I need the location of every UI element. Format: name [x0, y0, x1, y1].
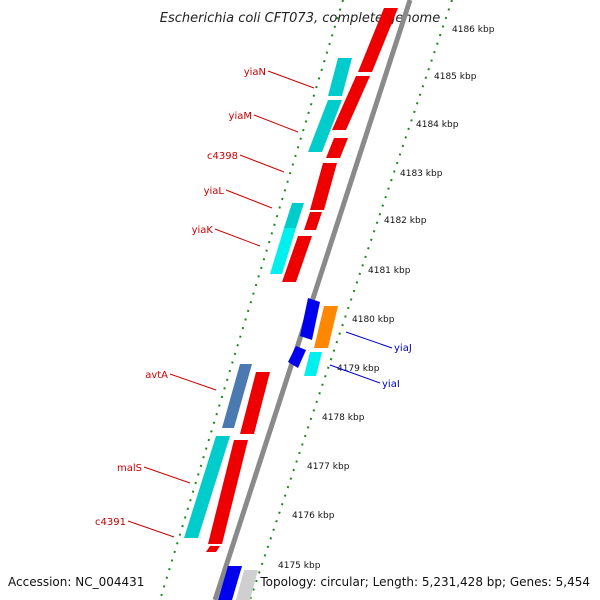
gene-feature[interactable]	[328, 58, 352, 96]
gene-feature[interactable]	[206, 546, 220, 552]
gene-feature[interactable]	[282, 236, 312, 282]
label-leader-line	[267, 70, 315, 89]
kbp-scale: 4186 kbp 4185 kbp 4184 kbp 4183 kbp 4182…	[278, 25, 495, 571]
gene-feature[interactable]	[240, 372, 270, 434]
kbp-tick-label: 4183 kbp	[400, 169, 443, 179]
kbp-tick-label: 4185 kbp	[434, 72, 477, 82]
gene-feature[interactable]	[208, 440, 248, 544]
label-leader-line	[214, 228, 261, 247]
label-leader-line	[329, 364, 381, 384]
reverse-gene-labels: yiaJ yiaI	[329, 331, 412, 390]
gene-label[interactable]: yiaK	[192, 225, 214, 236]
kbp-tick-label: 4182 kbp	[384, 216, 427, 226]
kbp-tick-label: 4177 kbp	[307, 462, 350, 472]
gene-feature[interactable]	[236, 570, 258, 600]
forward-tick-dots	[159, 0, 344, 600]
gene-label[interactable]: yiaJ	[394, 343, 412, 354]
gene-feature[interactable]	[332, 76, 370, 130]
gene-feature[interactable]	[310, 163, 337, 210]
kbp-tick-label: 4179 kbp	[337, 364, 380, 374]
gene-feature[interactable]	[326, 138, 348, 158]
label-leader-line	[143, 466, 191, 484]
kbp-tick-label: 4186 kbp	[452, 25, 495, 35]
label-leader-line	[345, 331, 393, 349]
gene-feature[interactable]	[284, 203, 304, 228]
gene-feature[interactable]	[304, 212, 322, 230]
gene-feature[interactable]	[300, 298, 320, 340]
gene-feature[interactable]	[270, 228, 296, 274]
label-leader-line	[239, 154, 285, 173]
label-leader-line	[169, 373, 217, 391]
label-leader-line	[225, 189, 273, 209]
gene-label[interactable]: c4391	[95, 517, 126, 528]
gene-label[interactable]: yiaL	[204, 186, 225, 197]
gene-feature[interactable]	[218, 566, 242, 600]
label-leader-line	[253, 114, 299, 133]
gene-feature[interactable]	[222, 364, 252, 428]
scale-tick-dots	[249, 0, 453, 600]
gene-label[interactable]: c4398	[207, 151, 238, 162]
gene-feature[interactable]	[288, 346, 306, 368]
kbp-tick-label: 4181 kbp	[368, 266, 411, 276]
gene-feature[interactable]	[304, 352, 322, 376]
accession-text: Accession: NC_004431	[8, 575, 144, 589]
forward-gene-labels: yiaN yiaM c4398 yiaL yiaK avtA malS c439…	[95, 67, 315, 538]
kbp-tick-label: 4180 kbp	[352, 315, 395, 325]
topology-text: Topology: circular; Length: 5,231,428 bp…	[259, 575, 590, 589]
gene-label[interactable]: yiaM	[229, 111, 252, 122]
label-leader-line	[127, 520, 175, 538]
kbp-tick-label: 4178 kbp	[322, 413, 365, 423]
forward-strand-genes	[184, 58, 352, 538]
map-title: Escherichia coli CFT073, complete genome	[160, 11, 440, 26]
right-side-genes	[218, 298, 338, 600]
gene-feature[interactable]	[184, 436, 230, 538]
kbp-tick-label: 4175 kbp	[278, 561, 321, 571]
kbp-tick-label: 4184 kbp	[416, 120, 459, 130]
gene-feature[interactable]	[358, 8, 398, 72]
gene-feature[interactable]	[314, 306, 338, 348]
gene-label[interactable]: yiaN	[244, 67, 266, 78]
gene-label[interactable]: malS	[117, 463, 142, 474]
reverse-strand-genes	[206, 8, 398, 552]
gene-label[interactable]: avtA	[145, 370, 168, 381]
gene-feature[interactable]	[308, 100, 342, 152]
kbp-tick-label: 4176 kbp	[292, 511, 335, 521]
gene-label[interactable]: yiaI	[382, 379, 400, 390]
